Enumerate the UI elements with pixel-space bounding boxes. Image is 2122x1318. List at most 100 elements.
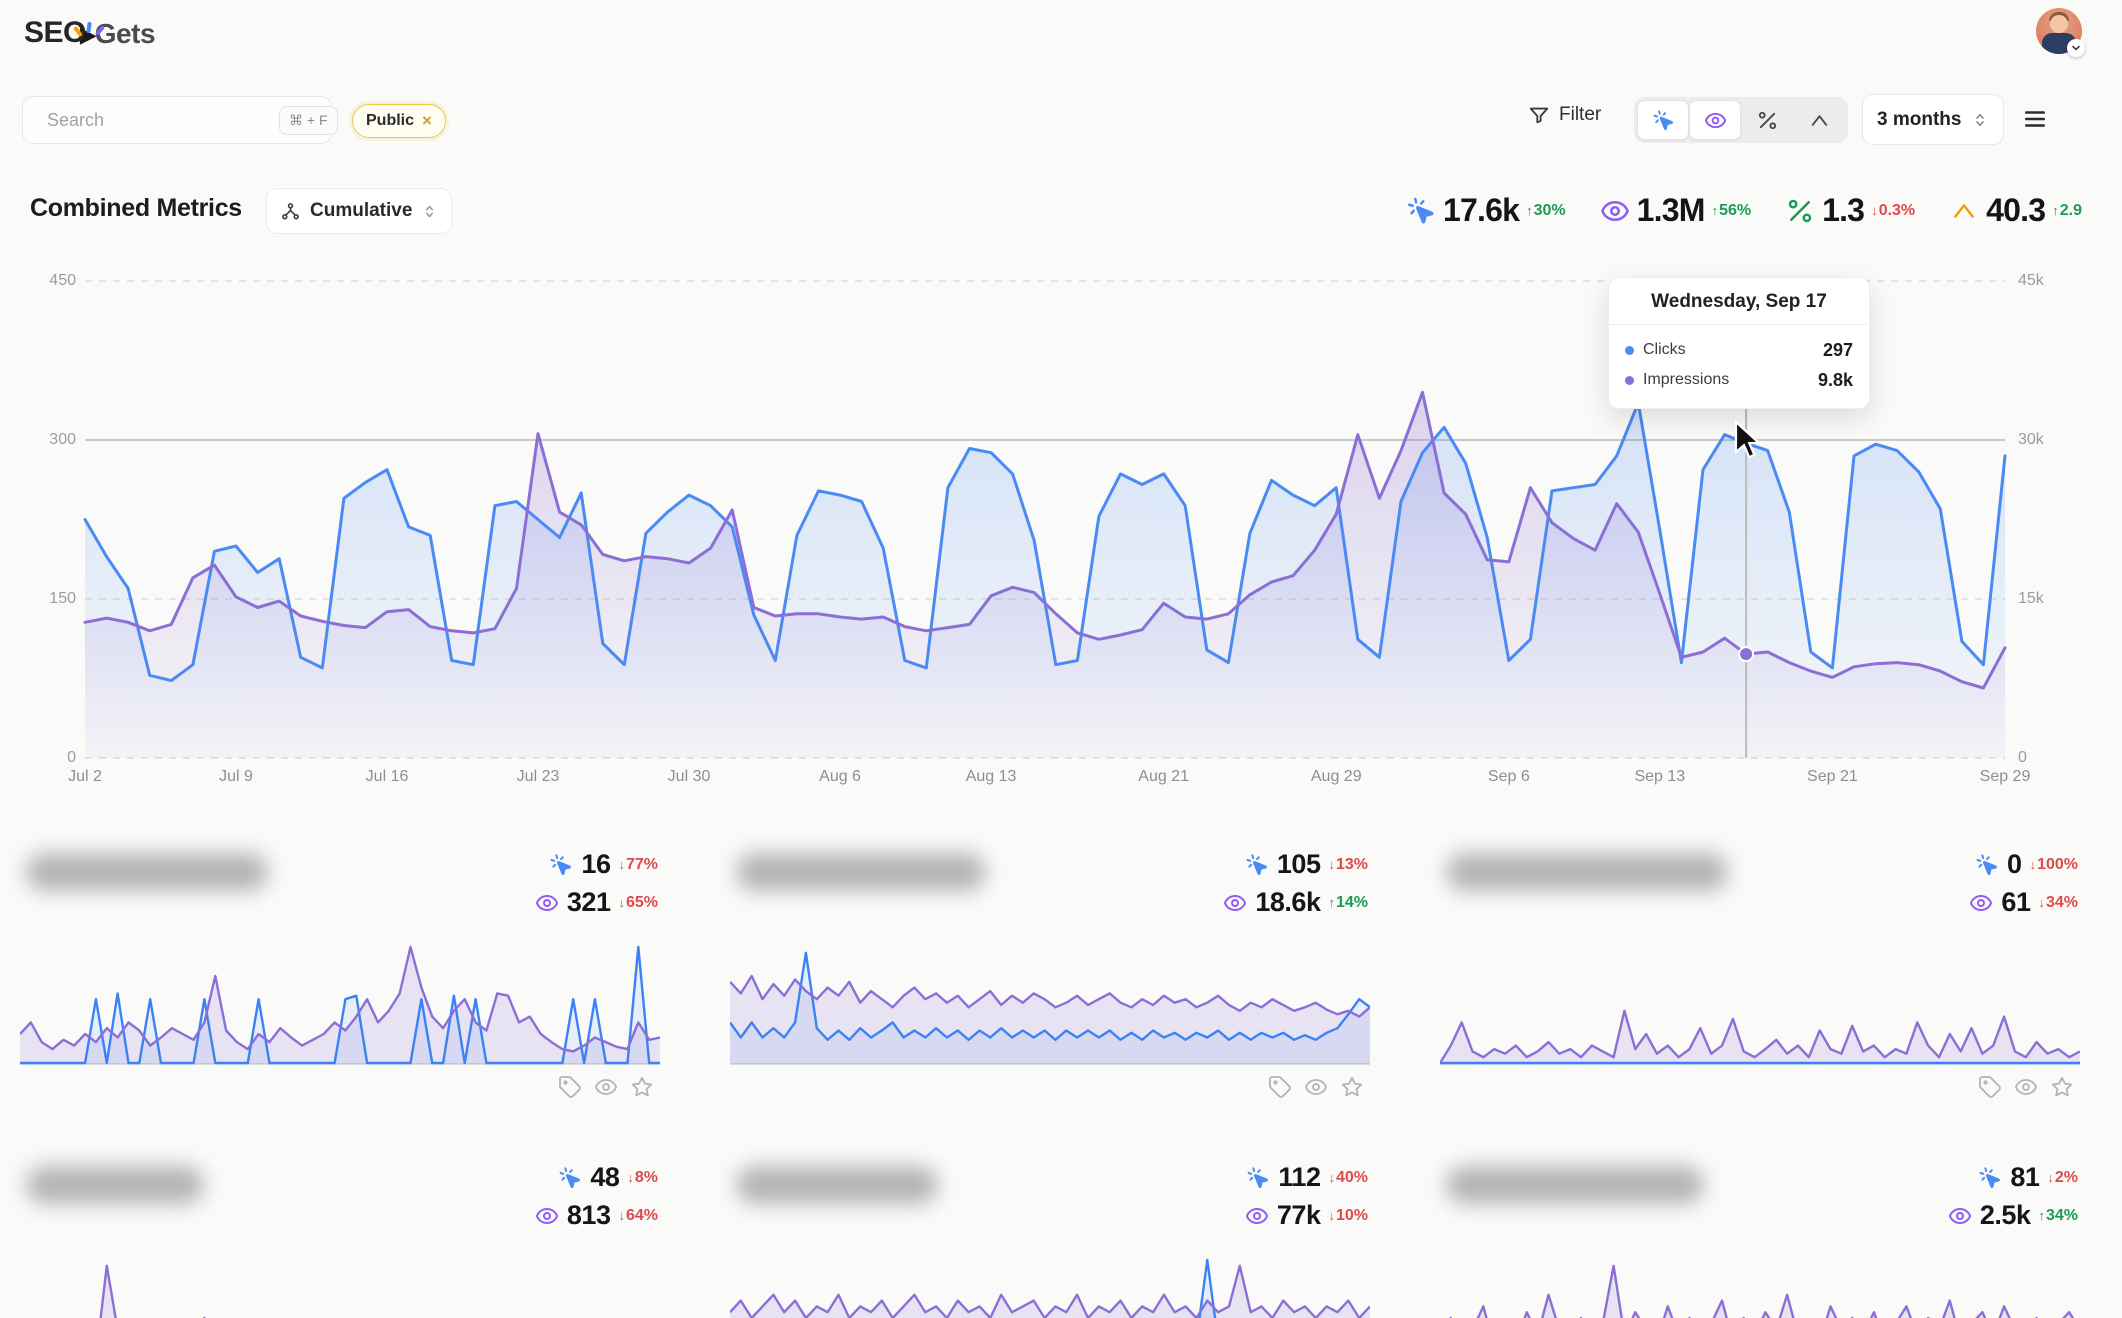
cumulative-label: Cumulative [310, 200, 413, 221]
hamburger-icon [2025, 111, 2045, 127]
site-card[interactable]: 16 ↓ 77% 321 ↓ 65% [20, 845, 660, 1115]
site-card[interactable]: 48 ↓ 8% 813 ↓ 64% [20, 1158, 660, 1318]
card-metrics: 16 ↓ 77% 321 ↓ 65% [535, 849, 658, 918]
avatar-chevron-down-icon[interactable] [2067, 39, 2085, 57]
card-actions [558, 1075, 654, 1104]
card-clicks-metric: 81 ↓ 2% [1978, 1162, 2078, 1193]
toggle-mouse-pointer-click-icon[interactable] [1637, 100, 1689, 140]
x-axis-label: Sep 13 [1634, 768, 1686, 785]
eye-icon[interactable] [2014, 1075, 2038, 1104]
toggle-percent-icon[interactable] [1741, 100, 1793, 140]
x-axis-label: Sep 21 [1807, 768, 1858, 785]
site-card[interactable]: 105 ↓ 13% 18.6k ↑ 14% [730, 845, 1370, 1115]
card-metrics: 48 ↓ 8% 813 ↓ 64% [535, 1162, 658, 1231]
x-axis-label: Aug 6 [819, 768, 861, 785]
toggle-eye-icon[interactable] [1689, 100, 1741, 140]
percent-icon [1758, 111, 1776, 129]
eye-icon[interactable] [1304, 1075, 1328, 1104]
chip-close-icon[interactable]: × [422, 111, 432, 130]
card-clicks-metric: 48 ↓ 8% [558, 1162, 658, 1193]
search-input[interactable] [47, 109, 279, 131]
card-clicks-metric: 105 ↓ 13% [1245, 849, 1368, 880]
cumulative-selector[interactable]: Cumulative [266, 188, 453, 234]
tag-icon[interactable] [1978, 1075, 2002, 1104]
x-axis-label: Aug 21 [1138, 768, 1189, 785]
kpi-delta: ↑ 2.9 [2052, 201, 2082, 219]
tooltip-row-clicks: Clicks 297 [1625, 335, 1853, 365]
chevrons-up-down-icon [1976, 113, 1985, 126]
user-avatar[interactable] [2036, 8, 2085, 57]
kpi-value: 1.3M [1636, 192, 1706, 228]
mouse-pointer-click-icon [1407, 197, 1434, 223]
card-sparkline-chart [99, 1264, 206, 1318]
date-range-selector[interactable]: 3 months [1862, 94, 2005, 145]
kpi-delta: ↑ 56% [1711, 201, 1752, 219]
filter-button[interactable]: Filter [1528, 104, 1601, 126]
y-axis-left-300: 300 [49, 431, 76, 448]
y-axis-left-150: 150 [49, 590, 76, 607]
kpi-delta: ↑ 30% [1526, 201, 1566, 219]
eye-icon [1704, 112, 1726, 128]
mouse-pointer-click-icon [551, 853, 572, 875]
mouse-pointer-click-icon [1979, 1166, 2001, 1188]
x-axis-label: Jul 9 [219, 768, 253, 785]
funnel-icon [1529, 107, 1549, 124]
search-box[interactable]: ⌘ + F [22, 96, 338, 144]
card-impressions-metric: 18.6k ↑ 14% [1223, 887, 1368, 918]
logo-text-gets: Gets [94, 18, 156, 49]
kpi-clicks: 17.6k ↑ 30% [1406, 192, 1566, 229]
x-axis-label: Aug 29 [1310, 768, 1362, 785]
impressions-line [83, 390, 2007, 690]
mouse-pointer-click-icon [1653, 109, 1673, 130]
eye-icon [1224, 894, 1247, 911]
star-icon[interactable] [2050, 1075, 2074, 1104]
card-impressions-metric: 813 ↓ 64% [535, 1200, 658, 1231]
eye-icon [1600, 200, 1629, 221]
x-axis-label: Jul 16 [365, 768, 409, 785]
card-sparkline-chart [730, 951, 1370, 1065]
x-axis-label: Jul 23 [516, 768, 560, 785]
impressions-dot [1625, 375, 1634, 385]
y-axis-left-450: 450 [49, 272, 76, 289]
card-title-blurred [736, 1166, 938, 1204]
card-metrics: 112 ↓ 40% 77k ↓ 10% [1245, 1162, 1368, 1231]
mouse-pointer-click-icon [1248, 1166, 1269, 1188]
page-title: Combined Metrics [30, 194, 242, 222]
site-card[interactable]: 112 ↓ 40% 77k ↓ 10% [730, 1158, 1370, 1318]
mouse-pointer-click-icon [559, 1166, 581, 1188]
toggle-position-icon[interactable] [1793, 100, 1845, 140]
card-clicks-metric: 112 ↓ 40% [1246, 1162, 1368, 1193]
x-axis-label: Aug 13 [965, 768, 1017, 785]
tooltip-point-impressions [1738, 646, 1755, 663]
tooltip-row-impressions: Impressions 9.8k [1625, 365, 1853, 395]
card-metrics: 0 ↓ 100% 61 ↓ 34% [1969, 849, 2078, 918]
menu-button[interactable] [2020, 106, 2050, 137]
card-title-blurred [736, 853, 986, 891]
y-axis-right-45k: 45k [2018, 272, 2044, 289]
star-icon[interactable] [630, 1075, 654, 1104]
y-axis-right-0: 0 [2018, 749, 2027, 766]
card-clicks-metric: 0 ↓ 100% [1975, 849, 2078, 880]
card-metrics: 81 ↓ 2% 2.5k ↑ 34% [1948, 1162, 2078, 1231]
kpi-ctr: 1.3 ↓ 0.3% [1785, 192, 1915, 229]
card-sparkline-chart [1449, 1264, 2075, 1318]
tooltip-date: Wednesday, Sep 17 [1609, 278, 1869, 325]
tag-icon[interactable] [558, 1075, 582, 1104]
eye-icon[interactable] [594, 1075, 618, 1104]
tag-icon[interactable] [1268, 1075, 1292, 1104]
star-icon[interactable] [1340, 1075, 1364, 1104]
card-title-blurred [26, 853, 268, 891]
clicks-dot [1625, 345, 1634, 355]
kpi-impressions: 1.3M ↑ 56% [1600, 192, 1751, 229]
kpi-value: 40.3 [1986, 192, 2046, 228]
percent-icon [1788, 199, 1812, 222]
card-metrics: 105 ↓ 13% 18.6k ↑ 14% [1223, 849, 1368, 918]
logo-sparks-icon [73, 21, 106, 38]
eye-icon [1948, 1207, 1971, 1224]
site-card[interactable]: 0 ↓ 100% 61 ↓ 34% [1440, 845, 2080, 1115]
filter-chip-public[interactable]: Public × [352, 104, 446, 138]
site-card[interactable]: 81 ↓ 2% 2.5k ↑ 34% [1440, 1158, 2080, 1318]
kpi-value: 17.6k [1442, 192, 1520, 228]
chart-tooltip: Wednesday, Sep 17 Clicks 297 Impressions… [1608, 277, 1870, 409]
eye-icon [535, 894, 558, 911]
